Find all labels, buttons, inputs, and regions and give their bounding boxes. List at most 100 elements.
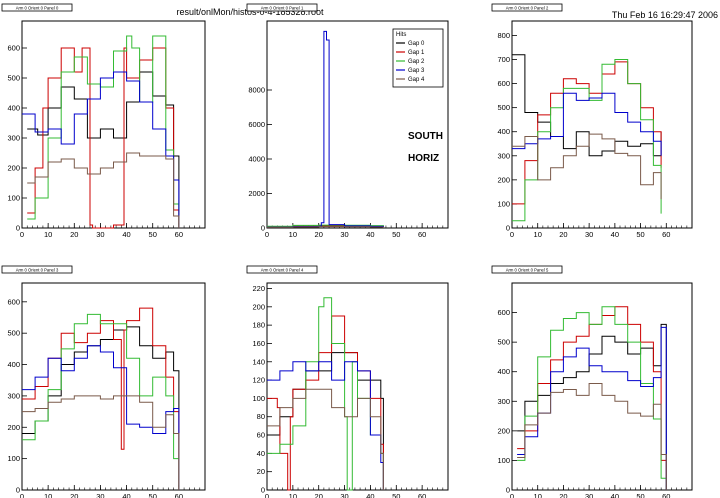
- panel-title: Arm 0 Orient 0 Panel 0: [16, 6, 59, 11]
- x-tick-label: 40: [611, 230, 619, 239]
- x-tick-label: 50: [392, 492, 400, 498]
- x-tick-label: 40: [366, 492, 374, 498]
- side-label: SOUTH: [408, 131, 443, 142]
- y-tick-label: 700: [497, 55, 510, 64]
- series-gap-4: [27, 152, 180, 228]
- panel-title-box: [1, 3, 73, 12]
- x-tick-label: 60: [662, 230, 670, 239]
- x-tick-label: 60: [662, 492, 670, 498]
- x-tick-label: 40: [122, 492, 130, 498]
- panel-0: Arm 0 Orient 0 Panel 00 10 20 30 40 50 6001002…: [1, 3, 206, 239]
- panel-title-box: [491, 3, 563, 12]
- series-gap-4: [517, 383, 667, 490]
- plot-frame: [266, 282, 449, 491]
- x-tick-label: 50: [636, 230, 644, 239]
- series-gap-3: [22, 71, 180, 228]
- y-tick-label: 80: [257, 412, 265, 421]
- x-tick-label: 0: [265, 492, 269, 498]
- x-tick-label: 30: [585, 230, 593, 239]
- panel-1: Arm 0 Orient 0 Panel 1 0 10 20 30 40 50 60 0 2000…: [246, 3, 449, 239]
- y-tick-label: 200: [7, 423, 20, 432]
- panel-grid: Arm 0 Orient 0 Panel 00 10 20 30 40 50 6001002…: [1, 3, 693, 498]
- x-tick-label: 20: [70, 230, 78, 239]
- x-tick-label: 0: [510, 492, 514, 498]
- y-tick-label: 100: [497, 199, 510, 208]
- legend-entry: Gap 3: [408, 68, 425, 74]
- x-tick-label: 0: [265, 230, 269, 239]
- panel-title: Arm 0 Orient 0 Panel 4: [261, 268, 304, 273]
- y-tick-label: 8000: [248, 86, 265, 95]
- y-tick-label: 60: [257, 431, 265, 440]
- legend-entry: Gap 1: [408, 50, 425, 56]
- y-tick-label: 100: [7, 454, 20, 463]
- y-tick-label: 600: [7, 297, 20, 306]
- legend-entry: Gap 4: [408, 77, 425, 83]
- plot-frame: [511, 20, 693, 229]
- x-tick-label: 0: [20, 230, 24, 239]
- series-gap-4: [267, 388, 384, 490]
- y-tick-label: 20: [257, 467, 265, 476]
- series-gap-3: [267, 361, 384, 490]
- panel-title-box: [491, 265, 563, 274]
- y-tick-label: 400: [497, 367, 510, 376]
- x-tick-label: 20: [315, 230, 323, 239]
- y-tick-label: 200: [7, 164, 20, 173]
- y-tick-label: 500: [497, 103, 510, 112]
- x-tick-label: 20: [315, 492, 323, 498]
- x-tick-label: 50: [149, 492, 157, 498]
- file-title: result/onlMon/histos-0-4-185328.root: [176, 7, 324, 17]
- x-tick-label: 10: [289, 492, 297, 498]
- series-gap-4: [512, 133, 662, 200]
- orientation-label: HORIZ: [408, 153, 439, 164]
- x-tick-label: 10: [44, 230, 52, 239]
- x-tick-label: 10: [44, 492, 52, 498]
- x-tick-label: 30: [340, 492, 348, 498]
- panel-2: Arm 0 Orient 0 Panel 20 10 20 30 40 50 6001002…: [491, 3, 693, 239]
- panel-title: Arm 0 Orient 0 Panel 1: [261, 6, 304, 11]
- x-tick-label: 50: [392, 230, 400, 239]
- y-tick-label: 600: [497, 308, 510, 317]
- legend-box: [392, 28, 444, 88]
- x-tick-label: 60: [175, 492, 183, 498]
- y-tick-label: 100: [252, 394, 265, 403]
- y-tick-label: 40: [257, 449, 265, 458]
- y-tick-label: 0: [261, 224, 265, 233]
- panel-title-box: [1, 265, 73, 274]
- x-tick-label: 40: [122, 230, 130, 239]
- series-gap-0: [512, 54, 662, 157]
- series-gap-2: [22, 313, 180, 490]
- x-tick-label: 50: [149, 230, 157, 239]
- timestamp: Thu Feb 16 16:29:47 2006: [612, 10, 718, 20]
- y-tick-label: 400: [497, 127, 510, 136]
- series-gap-3: [22, 345, 180, 490]
- series-gap-1: [267, 315, 384, 491]
- y-tick-label: 600: [7, 44, 20, 53]
- x-tick-label: 20: [559, 492, 567, 498]
- y-tick-label: 500: [7, 74, 20, 83]
- y-tick-label: 140: [252, 357, 265, 366]
- y-tick-label: 300: [497, 397, 510, 406]
- series-gap-0: [27, 71, 180, 228]
- x-tick-label: 50: [636, 492, 644, 498]
- y-tick-label: 100: [7, 194, 20, 203]
- panel-5: Arm 0 Orient 0 Panel 50 10 20 30 40 50 6001002…: [491, 265, 693, 498]
- y-tick-label: 300: [7, 391, 20, 400]
- panel-title-box: [246, 3, 318, 12]
- y-tick-label: 160: [252, 339, 265, 348]
- y-tick-label: 400: [7, 360, 20, 369]
- x-tick-label: 10: [289, 230, 297, 239]
- x-tick-label: 0: [510, 230, 514, 239]
- series-gap-1: [517, 306, 667, 490]
- series-gap-4: [267, 226, 384, 228]
- x-tick-label: 30: [96, 492, 104, 498]
- plot-frame: [511, 282, 693, 491]
- y-tick-label: 800: [497, 31, 510, 40]
- x-tick-label: 40: [366, 230, 374, 239]
- y-tick-label: 200: [252, 302, 265, 311]
- x-tick-label: 20: [70, 492, 78, 498]
- series-gap-0: [267, 352, 384, 490]
- y-tick-label: 4000: [248, 155, 265, 164]
- panel-title-box: [246, 265, 318, 274]
- x-tick-label: 10: [534, 230, 542, 239]
